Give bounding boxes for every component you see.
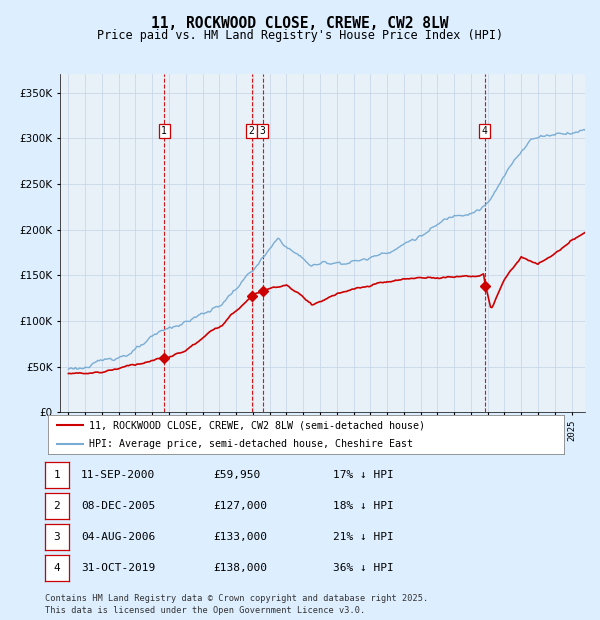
Text: 04-AUG-2006: 04-AUG-2006: [81, 532, 155, 542]
Text: 36% ↓ HPI: 36% ↓ HPI: [333, 563, 394, 573]
Text: £127,000: £127,000: [213, 501, 267, 511]
Text: 11, ROCKWOOD CLOSE, CREWE, CW2 8LW (semi-detached house): 11, ROCKWOOD CLOSE, CREWE, CW2 8LW (semi…: [89, 420, 425, 430]
Text: 2: 2: [248, 126, 254, 136]
Text: HPI: Average price, semi-detached house, Cheshire East: HPI: Average price, semi-detached house,…: [89, 439, 413, 450]
Text: 3: 3: [53, 532, 61, 542]
Text: 17% ↓ HPI: 17% ↓ HPI: [333, 470, 394, 480]
Text: 08-DEC-2005: 08-DEC-2005: [81, 501, 155, 511]
Text: 4: 4: [482, 126, 488, 136]
Text: £59,950: £59,950: [213, 470, 260, 480]
Text: £138,000: £138,000: [213, 563, 267, 573]
Text: 11, ROCKWOOD CLOSE, CREWE, CW2 8LW: 11, ROCKWOOD CLOSE, CREWE, CW2 8LW: [151, 16, 449, 31]
Text: 18% ↓ HPI: 18% ↓ HPI: [333, 501, 394, 511]
Text: 2: 2: [53, 501, 61, 511]
Text: 1: 1: [161, 126, 167, 136]
Text: 3: 3: [260, 126, 266, 136]
Text: Price paid vs. HM Land Registry's House Price Index (HPI): Price paid vs. HM Land Registry's House …: [97, 30, 503, 42]
Text: 11-SEP-2000: 11-SEP-2000: [81, 470, 155, 480]
Text: 31-OCT-2019: 31-OCT-2019: [81, 563, 155, 573]
Text: £133,000: £133,000: [213, 532, 267, 542]
Text: Contains HM Land Registry data © Crown copyright and database right 2025.
This d: Contains HM Land Registry data © Crown c…: [45, 594, 428, 615]
Text: 4: 4: [53, 563, 61, 573]
Text: 21% ↓ HPI: 21% ↓ HPI: [333, 532, 394, 542]
Text: 1: 1: [53, 470, 61, 480]
